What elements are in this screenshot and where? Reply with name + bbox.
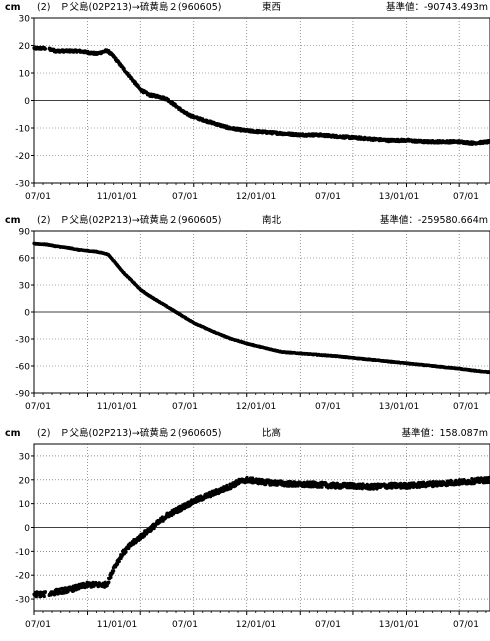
x-tick-label: 07/01 [453, 620, 479, 630]
data-point [320, 485, 324, 489]
data-point [34, 595, 39, 599]
chart-panel-north-south: cm (2) Ｐ父島(02P213)→硫黄島２(960605) 南北 基準値：-… [0, 213, 490, 426]
component-label: 東西 [262, 2, 282, 13]
y-tick-label: 10 [19, 500, 31, 510]
chart-header: cm (2) Ｐ父島(02P213)→硫黄島２(960605) 比高 基準値：1… [0, 426, 490, 442]
y-tick-label: 30 [19, 15, 31, 25]
data-series [32, 241, 490, 375]
y-tick-label: 30 [19, 282, 31, 292]
series-number: (2) [37, 2, 51, 13]
y-tick-label: 60 [19, 255, 31, 265]
chart-plot: 90 60 30 0 -30 -60 -90 07/01 11/01/01 07/01 12/01/… [15, 228, 490, 412]
y-tick-label: 90 [19, 228, 31, 238]
y-tick-label: 20 [19, 476, 31, 486]
x-tick-label: 07/01 [25, 620, 51, 630]
x-tick-label: 13/01/01 [379, 192, 419, 202]
data-point [43, 47, 48, 51]
chart-panel-height: cm (2) Ｐ父島(02P213)→硫黄島２(960605) 比高 基準値：1… [0, 426, 490, 641]
data-point [107, 580, 111, 584]
reference-value: 基準値：158.087m [401, 428, 488, 439]
data-point [360, 487, 364, 491]
chart-plot: 30 20 10 0 -10 -20 -30 07/01 11/01/01 07/01 12/01/… [15, 443, 490, 630]
x-tick-label: 12/01/01 [236, 192, 276, 202]
chart-header: cm (2) Ｐ父島(02P213)→硫黄島２(960605) 南北 基準値：-… [0, 213, 490, 229]
unit-label: cm [5, 428, 21, 439]
station-label: Ｐ父島(02P213)→硫黄島２(960605) [60, 428, 222, 439]
series-number: (2) [37, 215, 51, 226]
component-label: 比高 [262, 428, 282, 439]
y-tick-label: -90 [15, 390, 30, 400]
y-tick-label: -30 [15, 596, 30, 606]
x-tick-label: 07/01 [453, 192, 479, 202]
station-label: Ｐ父島(02P213)→硫黄島２(960605) [60, 215, 222, 226]
y-tick-label: 0 [24, 97, 30, 107]
data-point [124, 550, 128, 554]
data-point [43, 590, 48, 594]
y-tick-label: 0 [24, 524, 30, 534]
data-point [112, 569, 116, 573]
x-tick-label: 07/01 [172, 402, 198, 412]
y-tick-label: -10 [15, 548, 30, 558]
data-point [117, 559, 121, 564]
reference-value: 基準値：-259580.664m [379, 215, 488, 226]
data-series [32, 45, 490, 146]
data-point [264, 482, 268, 487]
x-tick-label: 11/01/01 [97, 192, 137, 202]
component-label: 南北 [262, 215, 282, 226]
y-tick-label: 10 [19, 70, 31, 80]
x-tick-label: 13/01/01 [379, 620, 419, 630]
x-tick-label: 07/01 [25, 192, 51, 202]
chart-panel-east-west: cm (2) Ｐ父島(02P213)→硫黄島２(960605) 東西 基準値：-… [0, 0, 490, 213]
data-point [245, 475, 249, 480]
x-tick-label: 12/01/01 [236, 620, 276, 630]
y-tick-label: -30 [15, 180, 30, 190]
x-tick-label: 07/01 [315, 620, 341, 630]
data-point [152, 527, 156, 531]
unit-label: cm [5, 215, 21, 226]
data-point [487, 480, 490, 484]
unit-label: cm [5, 2, 21, 13]
chart-plot: 30 20 10 0 -10 -20 -30 07/01 11/01/01 07/01 12/01/… [15, 15, 490, 202]
y-tick-label: -60 [15, 363, 30, 373]
x-tick-label: 07/01 [172, 620, 198, 630]
series-number: (2) [37, 428, 51, 439]
data-point [42, 594, 46, 599]
data-point [134, 540, 138, 544]
x-tick-label: 07/01 [172, 192, 198, 202]
y-tick-label: 20 [19, 42, 31, 52]
chart-header: cm (2) Ｐ父島(02P213)→硫黄島２(960605) 東西 基準値：-… [0, 0, 490, 16]
y-tick-label: 0 [24, 309, 30, 319]
x-tick-label: 11/01/01 [97, 620, 137, 630]
y-tick-label: -20 [15, 152, 30, 162]
station-label: Ｐ父島(02P213)→硫黄島２(960605) [60, 2, 222, 13]
data-point [109, 575, 113, 579]
x-tick-label: 07/01 [25, 402, 51, 412]
x-tick-label: 07/01 [315, 192, 341, 202]
x-tick-label: 11/01/01 [97, 402, 137, 412]
y-tick-label: -30 [15, 336, 30, 346]
x-tick-label: 12/01/01 [236, 402, 276, 412]
y-tick-label: -20 [15, 572, 30, 582]
y-tick-label: -10 [15, 125, 30, 135]
x-tick-label: 07/01 [315, 402, 341, 412]
x-tick-label: 13/01/01 [379, 402, 419, 412]
y-tick-label: 30 [19, 452, 31, 462]
reference-value: 基準値：-90743.493m [385, 2, 488, 13]
data-series [32, 475, 490, 599]
x-tick-label: 07/01 [453, 402, 479, 412]
